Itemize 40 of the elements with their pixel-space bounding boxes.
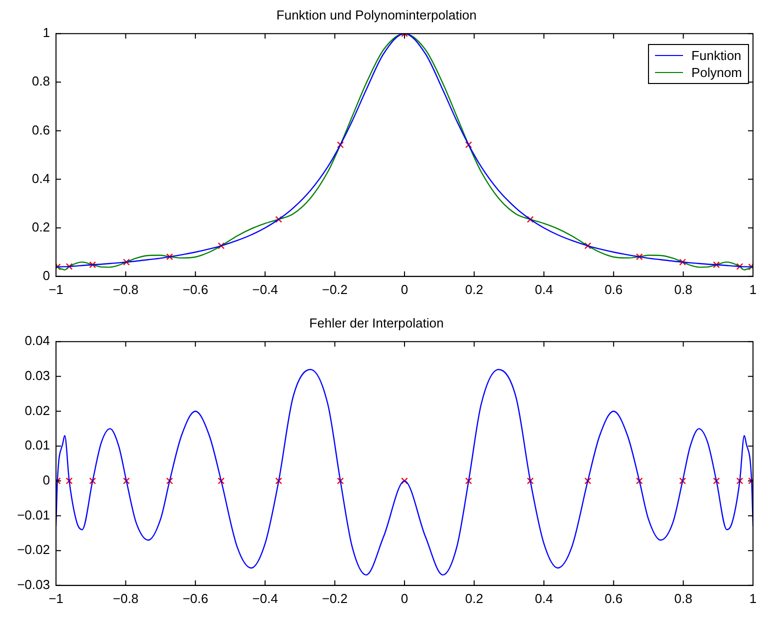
x-tick-label: −0.2: [322, 590, 348, 606]
y-tick-label: −0.02: [17, 542, 50, 558]
x-tick-label: 0.4: [534, 282, 553, 297]
x-tick-label: −0.6: [182, 590, 208, 606]
chart-title: Fehler der Interpolation: [309, 315, 444, 330]
x-tick-label: −1: [48, 282, 64, 297]
x-tick-label: −0.8: [112, 590, 139, 606]
x-tick-label: −0.6: [182, 282, 208, 297]
y-tick-label: 0.04: [24, 333, 50, 348]
y-tick-label: 0.01: [24, 438, 50, 453]
y-tick-label: 0.6: [32, 122, 50, 138]
x-tick-label: 0.2: [465, 590, 484, 606]
y-tick-label: 1: [42, 25, 50, 40]
y-tick-label: −0.01: [17, 507, 50, 522]
x-tick-label: −0.8: [112, 282, 139, 297]
x-tick-label: 0.8: [674, 590, 692, 606]
y-tick-label: 0: [42, 472, 50, 488]
y-tick-label: 0.4: [32, 170, 50, 186]
y-tick-label: −0.03: [17, 576, 50, 592]
x-tick-label: −0.4: [252, 282, 278, 297]
x-tick-label: 1: [749, 590, 757, 606]
x-tick-label: −1: [48, 590, 64, 606]
chart-title: Funktion und Polynominterpolation: [276, 7, 477, 22]
x-tick-label: 0.6: [604, 282, 623, 297]
y-tick-label: 0: [42, 268, 50, 283]
x-tick-label: 1: [749, 282, 757, 297]
x-tick-label: −0.4: [252, 590, 278, 606]
legend-label: Funktion: [691, 47, 742, 64]
x-tick-label: 0.6: [604, 590, 623, 606]
x-tick-label: 0.2: [465, 282, 484, 297]
x-tick-label: 0.4: [534, 590, 553, 606]
y-tick-label: 0.2: [32, 219, 50, 234]
x-tick-label: 0: [400, 282, 408, 297]
x-tick-label: −0.2: [322, 282, 348, 297]
y-tick-label: 0.03: [24, 368, 50, 384]
y-tick-label: 0.8: [32, 74, 50, 89]
x-tick-label: 0: [400, 590, 408, 606]
legend-label: Polynom: [691, 64, 742, 81]
y-tick-label: 0.02: [24, 402, 50, 418]
x-tick-label: 0.8: [674, 282, 692, 297]
